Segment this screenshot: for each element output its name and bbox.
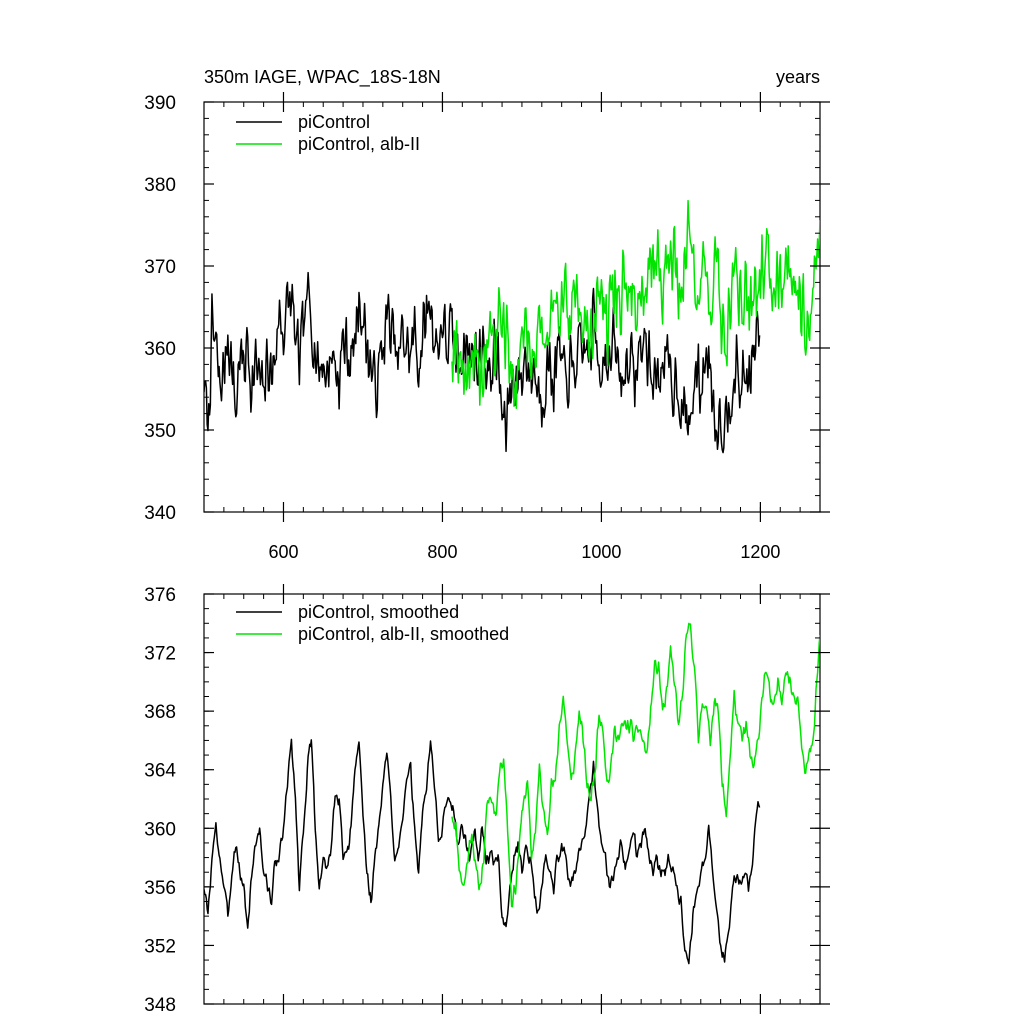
top-y-tick-label: 390 <box>144 93 176 114</box>
top-x-tick-label: 1200 <box>740 542 780 562</box>
top-y-tick-label: 380 <box>144 175 176 196</box>
top-x-tick-label: 1000 <box>581 542 621 562</box>
bottom-series-1-line <box>451 622 820 908</box>
bottom-y-tick-label: 372 <box>144 644 176 665</box>
bottom-y-tick-label: 368 <box>144 702 176 723</box>
top-y-tick-label: 340 <box>144 503 176 524</box>
top-y-tick-label: 350 <box>144 421 176 442</box>
top-y-tick-label: 360 <box>144 339 176 360</box>
chart-title: 350m IAGE, WPAC_18S-18N <box>204 67 441 88</box>
legend-label-picontrol: piControl <box>298 112 370 132</box>
top-y-tick-label: 370 <box>144 257 176 278</box>
top-x-tick-label: 600 <box>268 542 298 562</box>
top-series-1-line <box>451 199 820 410</box>
bottom-y-tick-label: 364 <box>144 761 176 782</box>
top-plot-frame <box>203 101 821 513</box>
legend-label-picontrol-alb-ii: piControl, alb-II <box>298 134 420 154</box>
bottom-y-tick-label: 376 <box>144 585 176 606</box>
bottom-y-tick-label: 360 <box>144 819 176 840</box>
bottom-y-tick-label: 348 <box>144 995 176 1016</box>
legend-label-picontrol-smoothed: piControl, smoothed <box>298 602 459 622</box>
bottom-y-tick-label: 356 <box>144 878 176 899</box>
chart-title-right: years <box>776 67 820 87</box>
legend-label-picontrol-alb-ii-smoothed: piControl, alb-II, smoothed <box>298 624 509 644</box>
bottom-y-tick-label: 352 <box>144 936 176 957</box>
bottom-series-0-line <box>204 738 761 965</box>
top-x-tick-label: 800 <box>427 542 457 562</box>
